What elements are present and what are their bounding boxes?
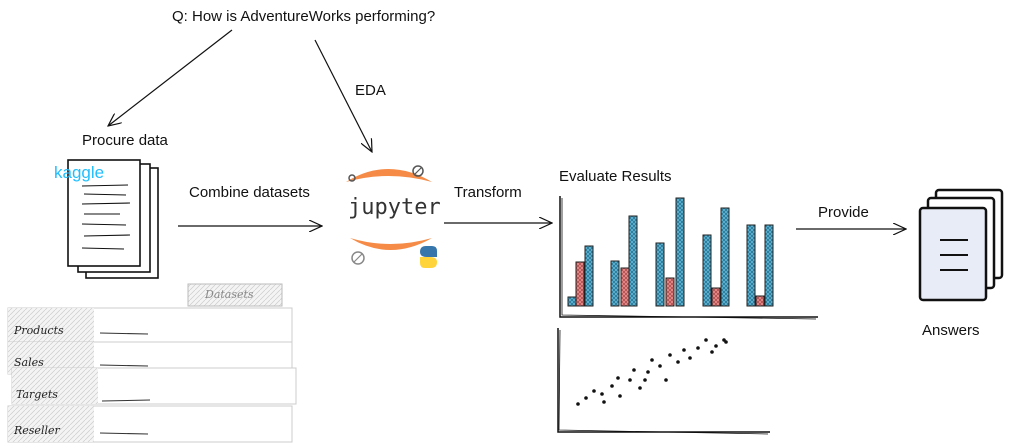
scatter-dot-11 <box>646 370 650 374</box>
bar-2 <box>575 261 585 307</box>
scatter-dot-18 <box>688 356 692 360</box>
bar-6 <box>628 215 638 307</box>
scatter-dot-9 <box>632 368 636 372</box>
dataset-row-targets: Targets <box>16 388 58 401</box>
bar-14 <box>755 295 765 307</box>
node-label-procure: Procure data <box>82 132 168 149</box>
scatter-dot-24 <box>724 340 728 344</box>
bar-7 <box>655 242 665 307</box>
edge-label-combine: Combine datasets <box>189 184 310 201</box>
kaggle-logo: kaggle <box>54 163 105 182</box>
bar-3 <box>584 245 594 307</box>
scatter-dot-19 <box>696 346 700 350</box>
bar-12 <box>720 207 730 307</box>
scatter-dot-1 <box>576 402 580 406</box>
bar-8 <box>665 277 675 307</box>
bar-10 <box>702 234 712 307</box>
datasets-panel <box>7 283 297 443</box>
jupyter-logo-text: jupyter <box>348 195 441 220</box>
bar-5 <box>620 267 630 307</box>
bar-11 <box>711 287 721 307</box>
question-label: Q: How is AdventureWorks performing? <box>172 8 436 25</box>
scatter-dot-26 <box>643 378 647 382</box>
scatter-dot-12 <box>650 358 654 362</box>
bar-4 <box>610 260 620 307</box>
scatter-dot-20 <box>704 338 708 342</box>
scatter-dot-7 <box>616 376 620 380</box>
scatter-dot-25 <box>600 392 604 396</box>
dataset-row-sales: Sales <box>14 356 44 369</box>
document-stack-icon <box>67 159 159 279</box>
edge-label-provide: Provide <box>818 204 869 221</box>
datasets-tab-label: Datasets <box>205 288 254 301</box>
scatter-dot-21 <box>710 350 714 354</box>
scatter-dot-2 <box>584 396 588 400</box>
answers-document-icon <box>918 188 1004 302</box>
scatter-dot-10 <box>638 386 642 390</box>
scatter-dot-6 <box>618 394 622 398</box>
edge-label-transform: Transform <box>454 184 522 201</box>
scatter-dot-5 <box>610 384 614 388</box>
python-icon <box>420 246 437 268</box>
edge-label-eda: EDA <box>355 82 386 99</box>
scatter-dot-8 <box>628 378 632 382</box>
node-label-answers: Answers <box>922 322 980 339</box>
dataset-row-reseller: Reseller <box>14 424 60 437</box>
jupyter-logo <box>346 165 432 265</box>
scatter-dot-22 <box>714 344 718 348</box>
bar-chart-icon <box>559 196 818 320</box>
scatter-dot-4 <box>602 400 606 404</box>
node-label-evaluate: Evaluate Results <box>559 168 672 185</box>
scatter-dot-17 <box>682 348 686 352</box>
scatter-dot-16 <box>676 360 680 364</box>
scatter-dot-15 <box>668 353 672 357</box>
scatter-dot-14 <box>664 378 668 382</box>
bar-13 <box>746 224 756 307</box>
scatter-plot-icon <box>557 328 770 435</box>
bar-9 <box>675 197 685 307</box>
dataset-row-products: Products <box>14 324 64 337</box>
bar-1 <box>567 296 577 307</box>
bar-15 <box>764 224 774 307</box>
arrow-question-to-jupyter <box>314 39 372 152</box>
scatter-dot-13 <box>658 364 662 368</box>
scatter-dot-3 <box>592 389 596 393</box>
arrow-question-to-procure <box>108 29 233 126</box>
